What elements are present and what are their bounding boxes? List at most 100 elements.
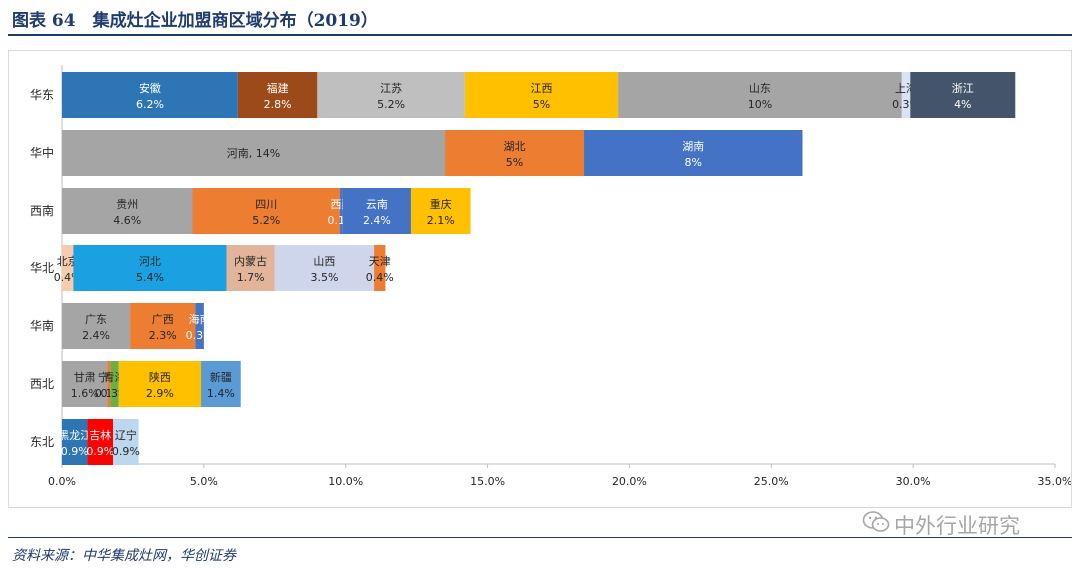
y-category-label: 西南 bbox=[30, 203, 54, 218]
data-label-name: 浙江 bbox=[952, 82, 974, 95]
data-label-value: 0.4% bbox=[366, 271, 394, 284]
data-label-name: 陕西 bbox=[149, 370, 171, 384]
data-label-value: 6.2% bbox=[136, 98, 164, 111]
x-tick-label: 30.0% bbox=[896, 475, 931, 488]
y-category-label: 华北 bbox=[30, 261, 54, 275]
y-category-label: 华南 bbox=[30, 318, 54, 333]
data-label-name: 江西 bbox=[530, 82, 552, 95]
data-label-value: 2.4% bbox=[363, 214, 391, 227]
data-label-value: 2.3% bbox=[149, 329, 177, 342]
data-label-value: 0.9% bbox=[61, 445, 89, 458]
x-tick-label: 20.0% bbox=[612, 475, 647, 488]
data-label-name: 甘肃 bbox=[74, 371, 96, 384]
data-label-name: 新疆 bbox=[210, 370, 232, 384]
y-category-label: 东北 bbox=[30, 435, 54, 449]
data-label-name: 吉林 bbox=[89, 428, 111, 442]
bar-segment-上海 bbox=[901, 72, 911, 118]
data-label-value: 2.4% bbox=[82, 329, 110, 342]
data-label-name: 河北 bbox=[139, 255, 161, 268]
data-label-value: 5% bbox=[506, 156, 523, 169]
data-label-name: 北京 bbox=[57, 254, 79, 268]
data-label-name: 广西 bbox=[152, 313, 174, 326]
data-label-name: 四川 bbox=[255, 198, 277, 211]
data-label-value: 1.6% bbox=[71, 387, 99, 400]
data-label-value: 10% bbox=[748, 98, 772, 111]
stacked-bar-chart: 0.0% 5.0% 10.0% 15.0% 20.0% 25.0% 30.0% 35.0% 华东… bbox=[30, 65, 1071, 488]
bar-segment-广东 bbox=[62, 303, 131, 349]
data-label-name: 海南 bbox=[189, 312, 211, 326]
data-label-value: 4.6% bbox=[113, 214, 141, 227]
data-label-name: 江苏 bbox=[380, 82, 402, 95]
bar-segment-山东 bbox=[618, 72, 902, 118]
data-label-name: 湖北 bbox=[504, 140, 526, 153]
x-tick-label: 25.0% bbox=[754, 475, 789, 488]
x-tick-label: 0.0% bbox=[48, 475, 76, 488]
title-rule bbox=[8, 34, 1072, 36]
data-label-name: 广东 bbox=[85, 313, 107, 326]
bar-segment-山西 bbox=[274, 245, 375, 291]
source-note: 资料来源：中华集成灶网，华创证券 bbox=[12, 548, 236, 564]
data-label-name: 黑龙江 bbox=[58, 429, 91, 442]
bar-segment-海南 bbox=[195, 303, 204, 349]
bar-segment-浙江 bbox=[910, 72, 1016, 118]
bar-segment-河北 bbox=[73, 245, 227, 291]
bar-segment-辽宁 bbox=[113, 419, 139, 465]
data-label-name: 云南 bbox=[366, 198, 388, 211]
data-label-name: 辽宁 bbox=[115, 428, 137, 442]
bar-segment-湖北 bbox=[445, 130, 585, 176]
chart-frame: 0.0% 5.0% 10.0% 15.0% 20.0% 25.0% 30.0% 35.0% 华东… bbox=[8, 50, 1072, 508]
bar-segment-贵州 bbox=[62, 188, 193, 234]
data-label-value: 0.9% bbox=[112, 445, 140, 458]
bar-segment-天津 bbox=[374, 245, 386, 291]
data-label-value: 2.1% bbox=[427, 214, 455, 227]
bar-segment-江苏 bbox=[317, 72, 465, 118]
bar-segment-宁夏 bbox=[107, 361, 111, 407]
data-label-value: 8% bbox=[685, 156, 702, 169]
data-label-value: 5% bbox=[533, 98, 550, 111]
data-label: 河南, 14% bbox=[227, 147, 280, 160]
data-label-value: 0.9% bbox=[86, 445, 114, 458]
data-label-value: 3.5% bbox=[310, 271, 338, 284]
wechat-icon bbox=[862, 511, 890, 532]
data-label-value: 2.9% bbox=[146, 387, 174, 400]
data-label-value: 2.8% bbox=[264, 98, 292, 111]
y-category-label: 西北 bbox=[30, 377, 54, 391]
bar-segment-北京 bbox=[62, 245, 74, 291]
data-label-name: 福建 bbox=[267, 81, 289, 95]
data-label-value: 1.7% bbox=[237, 271, 265, 284]
data-label-name: 内蒙古 bbox=[234, 254, 267, 268]
data-label-value: 1.4% bbox=[207, 387, 235, 400]
data-label-value: 5.4% bbox=[136, 271, 164, 284]
data-label-name: 安徽 bbox=[139, 81, 161, 95]
data-label-value: 4% bbox=[954, 98, 971, 111]
bar-segment-吉林 bbox=[87, 419, 114, 465]
data-label-name: 山西 bbox=[313, 255, 335, 268]
data-label-value: 0.3% bbox=[186, 329, 214, 342]
bar-segment-江西 bbox=[464, 72, 619, 118]
x-tick-label: 35.0% bbox=[1038, 475, 1071, 488]
bar-segment-甘肃 bbox=[62, 361, 108, 407]
bar-segment-安徽 bbox=[62, 72, 238, 118]
data-label-name: 天津 bbox=[369, 255, 391, 268]
y-category-label: 华东 bbox=[30, 88, 54, 102]
data-label-name: 重庆 bbox=[430, 197, 452, 211]
title-bar: 图表 64 集成灶企业加盟商区域分布（2019） bbox=[0, 0, 1080, 36]
bar-segment-广西 bbox=[130, 303, 196, 349]
x-tick-label: 5.0% bbox=[190, 475, 218, 488]
bar-segment-新疆 bbox=[201, 361, 241, 407]
bar-segment-福建 bbox=[237, 72, 318, 118]
bar-segment-重庆 bbox=[410, 188, 471, 234]
bar-segment-青海 bbox=[110, 361, 119, 407]
data-label-name: 贵州 bbox=[116, 198, 138, 211]
data-label-name: 山东 bbox=[749, 82, 771, 95]
source-rule bbox=[8, 537, 1072, 538]
data-label-value: 5.2% bbox=[377, 98, 405, 111]
bar-segment-陕西 bbox=[118, 361, 202, 407]
bar-segment-河南 bbox=[62, 130, 446, 176]
watermark-text: 中外行业研究 bbox=[894, 514, 1020, 538]
y-category-label: 华中 bbox=[30, 145, 54, 160]
bar-segment-云南 bbox=[342, 188, 411, 234]
bar-segment-湖南 bbox=[584, 130, 803, 176]
x-tick-label: 15.0% bbox=[470, 475, 505, 488]
page-title: 图表 64 集成灶企业加盟商区域分布（2019） bbox=[12, 11, 378, 31]
